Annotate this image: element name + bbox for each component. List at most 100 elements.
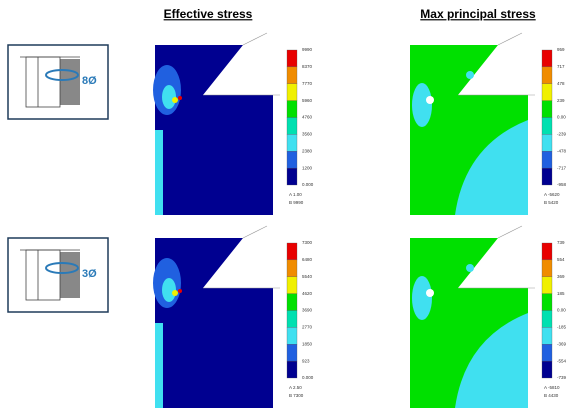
colorbar-band: [287, 134, 297, 151]
colorbar-label: 4760: [302, 115, 313, 120]
extreme-label: B 9990: [289, 200, 304, 205]
colorbar-band: [287, 294, 297, 311]
edge-line: [243, 226, 267, 238]
contour-region: [155, 130, 163, 215]
colorbar-band: [542, 361, 552, 378]
colorbar-band: [287, 118, 297, 135]
colorbar-band: [287, 168, 297, 185]
colorbar-label: 554: [557, 257, 565, 262]
colorbar-label: -717: [557, 165, 567, 170]
colorbar-band: [542, 101, 552, 118]
colorbar-label: 185: [557, 291, 565, 296]
colorbar-band: [542, 118, 552, 135]
colorbar-label: 8370: [302, 64, 313, 69]
colorbar-label: 239: [557, 98, 565, 103]
colorbar-label: -185: [557, 325, 567, 330]
colorbar-label: 1200: [302, 165, 313, 170]
colorbar-band: [542, 84, 552, 101]
colorbar-band: [287, 50, 297, 67]
extreme-label: B 7300: [289, 393, 304, 398]
contour-spot: [178, 289, 182, 293]
colorbar-label: 1850: [302, 341, 313, 346]
column-header: Max principal stress: [420, 7, 536, 21]
contour-spot: [172, 290, 178, 296]
colorbar-band: [542, 294, 552, 311]
colorbar-label: 0.000: [302, 375, 314, 380]
colorbar-label: 5960: [302, 98, 313, 103]
contour-region: [155, 323, 163, 408]
contour-region: [412, 276, 432, 320]
colorbar-band: [542, 344, 552, 361]
icon-label: 8Ø: [82, 75, 97, 87]
colorbar-band: [287, 361, 297, 378]
colorbar-label: 4620: [302, 291, 313, 296]
edge-line: [498, 226, 522, 238]
colorbar-band: [542, 50, 552, 67]
icon-label: 3Ø: [82, 268, 97, 280]
colorbar-band: [287, 327, 297, 344]
colorbar-label: 369: [557, 274, 565, 279]
colorbar-label: 3690: [302, 308, 313, 313]
extreme-label: A -5810: [544, 385, 560, 390]
extreme-label: A 2.50: [289, 385, 302, 390]
colorbar-label: 5540: [302, 274, 313, 279]
colorbar-label: -369: [557, 341, 567, 346]
colorbar-band: [287, 101, 297, 118]
column-header: Effective stress: [164, 7, 253, 21]
icon-shade: [60, 59, 80, 105]
colorbar-band: [287, 243, 297, 260]
colorbar-label: 739: [557, 240, 565, 245]
colorbar-label: 923: [302, 358, 310, 363]
extreme-label: A -5620: [544, 192, 560, 197]
icon-shade: [60, 252, 80, 298]
colorbar-band: [542, 260, 552, 277]
contour-spot: [178, 96, 182, 100]
colorbar-band: [287, 151, 297, 168]
contour-spot: [466, 71, 474, 79]
colorbar-band: [542, 243, 552, 260]
contour-spot: [426, 96, 434, 104]
colorbar-label: 959: [557, 47, 565, 52]
colorbar-band: [287, 311, 297, 328]
colorbar-label: 0.00: [557, 308, 566, 313]
colorbar-label: 7770: [302, 81, 313, 86]
colorbar-label: 0.000: [302, 182, 314, 187]
colorbar-label: 2380: [302, 148, 313, 153]
colorbar-label: 6480: [302, 257, 313, 262]
colorbar-label: 717: [557, 64, 565, 69]
colorbar-label: 9990: [302, 47, 313, 52]
colorbar-band: [287, 260, 297, 277]
contour-region: [412, 83, 432, 127]
colorbar-band: [542, 327, 552, 344]
edge-line: [243, 33, 267, 45]
extreme-label: A 1.00: [289, 192, 302, 197]
colorbar-band: [287, 277, 297, 294]
contour-region: [162, 278, 176, 302]
colorbar-band: [542, 311, 552, 328]
contour-spot: [172, 97, 178, 103]
colorbar-band: [542, 151, 552, 168]
colorbar-label: -739: [557, 375, 567, 380]
colorbar-band: [542, 134, 552, 151]
colorbar-label: -958: [557, 182, 567, 187]
colorbar-label: 0.00: [557, 115, 566, 120]
colorbar-label: 478: [557, 81, 565, 86]
colorbar-label: 2770: [302, 325, 313, 330]
contour-spot: [466, 264, 474, 272]
extreme-label: B 5420: [544, 200, 559, 205]
colorbar-band: [542, 168, 552, 185]
edge-line: [498, 33, 522, 45]
figure: Effective stress Max principal stress 8Ø…: [0, 0, 573, 409]
colorbar-band: [542, 67, 552, 84]
colorbar-label: 7300: [302, 240, 313, 245]
colorbar-band: [287, 344, 297, 361]
colorbar-label: 3560: [302, 132, 313, 137]
contour-region: [162, 85, 176, 109]
colorbar-label: -239: [557, 132, 567, 137]
colorbar-band: [287, 84, 297, 101]
contour-spot: [426, 289, 434, 297]
colorbar-band: [542, 277, 552, 294]
colorbar-band: [287, 67, 297, 84]
extreme-label: B 4430: [544, 393, 559, 398]
colorbar-label: -478: [557, 148, 567, 153]
